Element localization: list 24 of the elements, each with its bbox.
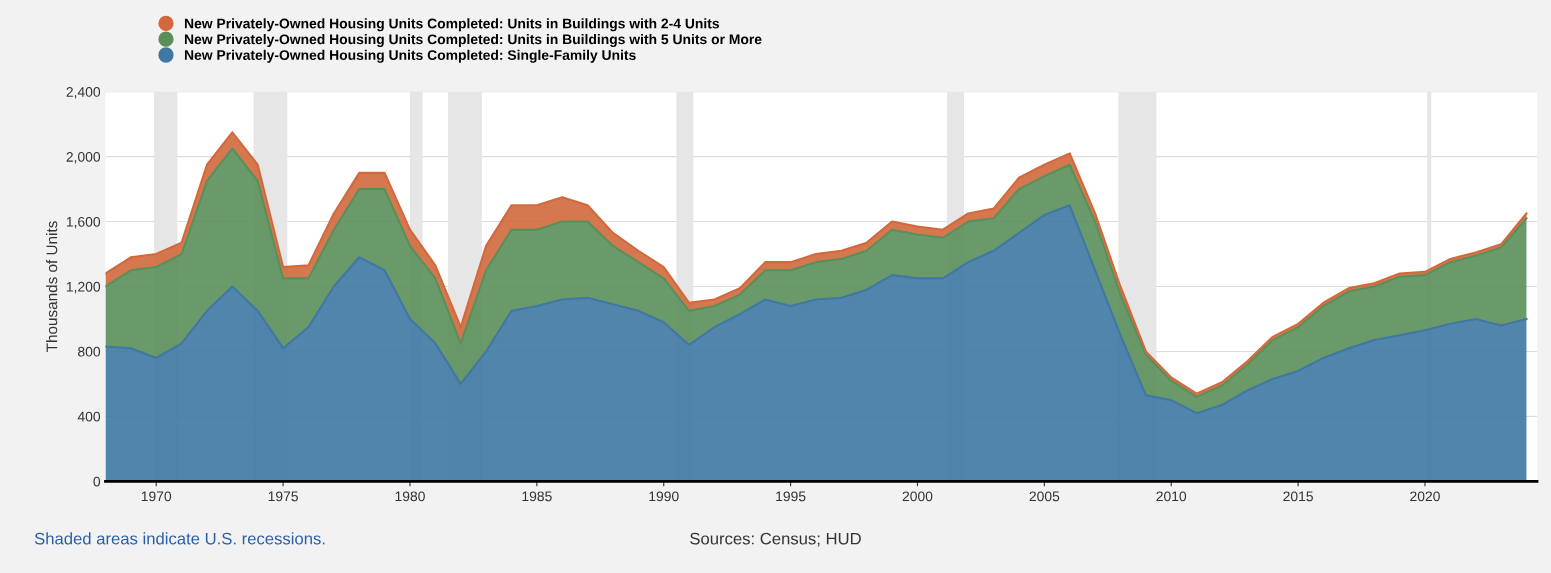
x-tick-label: 2020: [1410, 491, 1440, 502]
x-tick-label: 1975: [268, 491, 298, 502]
x-tick-label: 1980: [395, 491, 425, 502]
x-tick-label: 2005: [1029, 491, 1060, 502]
x-tick-label: 1970: [141, 491, 172, 502]
y-tick-label: 2,000: [66, 151, 101, 164]
legend-label: New Privately-Owned Housing Units Completed: Single-Family Units: [184, 49, 636, 63]
x-tick-label: 2000: [902, 491, 933, 502]
y-axis-title: Thousands of Units: [46, 221, 58, 352]
y-tick-label: 2,400: [66, 87, 101, 99]
y-tick-label: 1,200: [66, 281, 101, 294]
x-tick-label: 1990: [649, 491, 679, 502]
y-tick-label: 400: [77, 411, 101, 422]
legend-label: New Privately-Owned Housing Units Completed: Units in Buildings with 5 Units or More: [184, 34, 762, 48]
y-tick-label: 800: [78, 346, 101, 357]
x-tick-label: 1985: [522, 491, 552, 502]
source-note: Sources: Census; HUD: [690, 532, 861, 547]
legend-label: New Privately-Owned Housing Units Completed: Units in Buildings with 2-4 Units: [184, 18, 719, 32]
x-tick-label: 1995: [776, 491, 806, 502]
x-tick-label: 2015: [1283, 491, 1313, 502]
y-tick-label: 0: [93, 476, 101, 487]
text: Shaded areas indicate U.S. recessions.: [34, 532, 325, 545]
x-tick-label: 2010: [1156, 491, 1187, 502]
y-tick-label: 1,600: [66, 216, 101, 229]
